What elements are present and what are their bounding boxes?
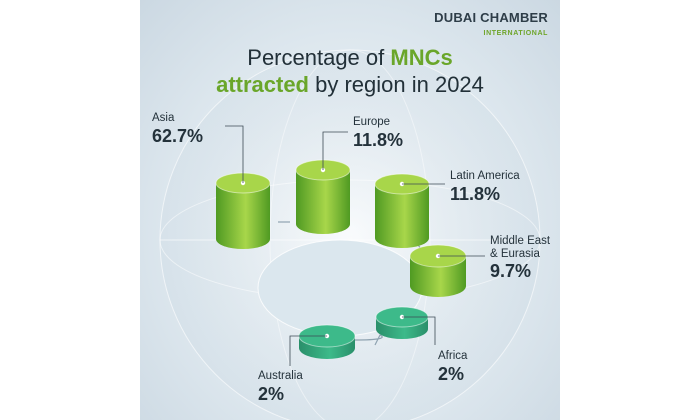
label-asia-value: 62.7% <box>152 125 204 146</box>
label-latin-america: Latin America 11.8% <box>450 170 520 204</box>
bar-latin-america-body <box>375 184 429 248</box>
title-part-2: by region in 2024 <box>309 72 484 97</box>
leader-line-europe <box>322 131 348 170</box>
leader-line-africa <box>402 316 436 345</box>
leader-line-asia <box>225 125 244 183</box>
brand-subtitle: INTERNATIONAL <box>483 30 548 37</box>
bar-middle-east-eurasia-body <box>410 256 466 297</box>
label-europe-name: Europe <box>353 116 391 128</box>
infographic-panel: DUBAI CHAMBER INTERNATIONAL Percentage o… <box>140 0 560 420</box>
label-middle-east-value: 9.7% <box>490 261 532 282</box>
label-middle-east-eurasia: Middle East & Eurasia 9.7% <box>490 235 550 282</box>
label-asia-name: Asia <box>152 112 175 124</box>
label-asia: Asia 62.7% <box>152 112 203 146</box>
brand-name: DUBAI CHAMBER <box>434 10 548 25</box>
label-europe: Europe 11.8% <box>353 116 403 150</box>
label-africa-value: 2% <box>438 363 465 384</box>
label-middle-east-name-line-1: Middle East <box>490 235 551 247</box>
chart-graphic <box>159 49 541 420</box>
connector-australia-africa <box>354 334 383 346</box>
title-highlight-mncs: MNCs <box>390 45 453 70</box>
bar-europe-body <box>296 170 350 234</box>
bar-asia-body <box>216 183 270 249</box>
label-latin-america-name: Latin America <box>450 170 520 182</box>
label-australia-name: Australia <box>258 370 303 382</box>
label-middle-east-name-line-2: & Eurasia <box>490 247 540 260</box>
chart-title: Percentage of MNCs attracted by region i… <box>140 44 560 98</box>
label-latin-america-value: 11.8% <box>450 183 501 204</box>
label-europe-value: 11.8% <box>353 129 404 150</box>
label-australia: Australia 2% <box>258 370 303 404</box>
title-highlight-attracted: attracted <box>216 72 309 97</box>
label-australia-value: 2% <box>258 383 285 404</box>
title-part-1: Percentage of <box>247 45 391 70</box>
label-africa-name: Africa <box>438 350 468 362</box>
label-africa: Africa 2% <box>438 350 467 384</box>
leader-line-australia <box>289 335 327 366</box>
